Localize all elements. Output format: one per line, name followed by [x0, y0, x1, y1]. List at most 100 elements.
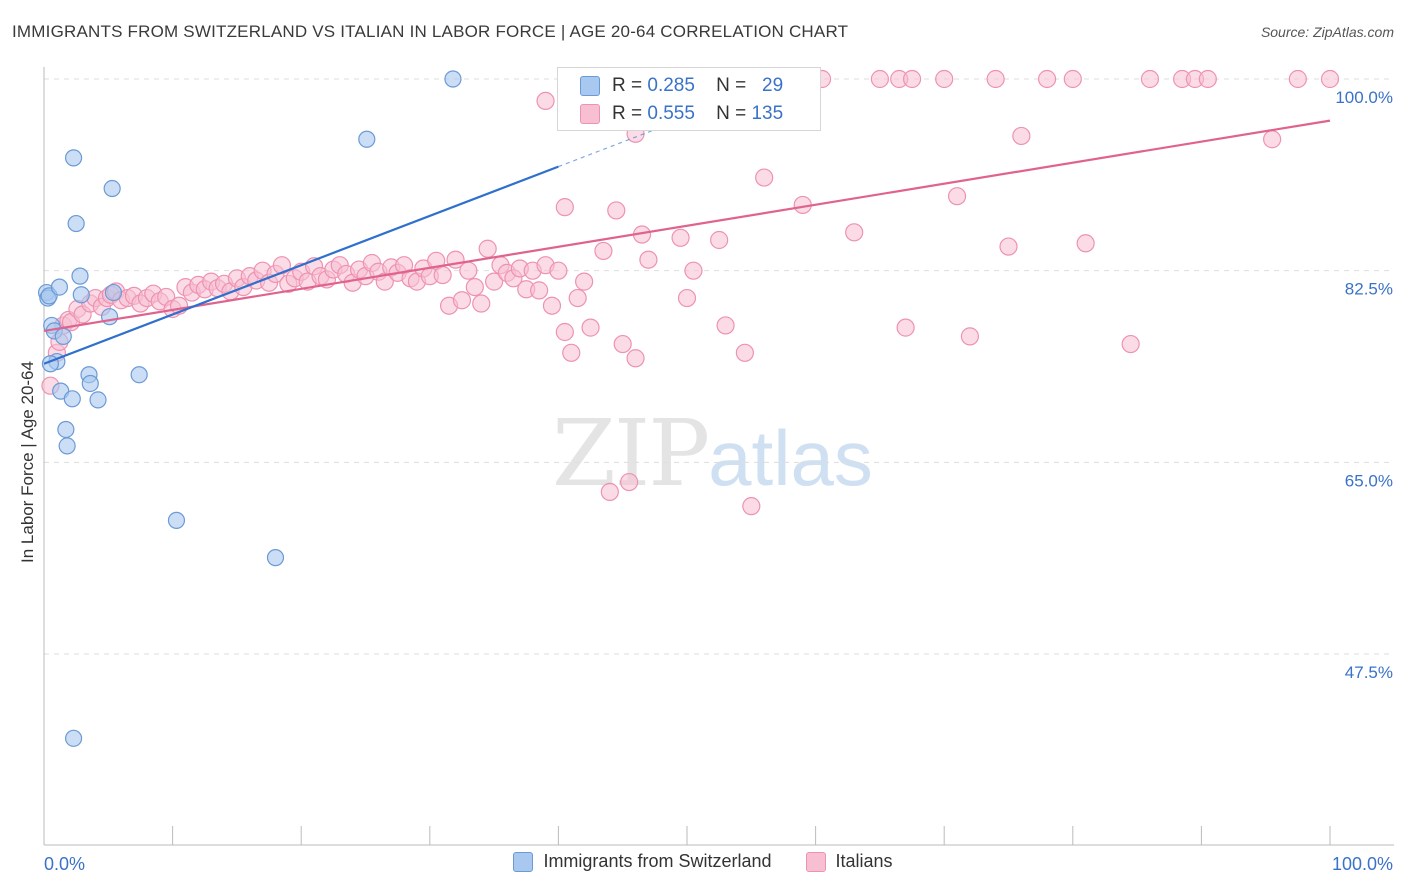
italian-point — [452, 291, 472, 310]
swiss-point — [358, 130, 376, 148]
legend-r-value: 0.555 — [647, 103, 695, 124]
swiss-point — [54, 327, 72, 345]
italian-point — [549, 261, 568, 280]
italian-point — [1263, 130, 1282, 149]
swiss-point — [71, 267, 89, 285]
italian-point — [684, 261, 703, 280]
italian-point — [607, 201, 626, 220]
swiss-point — [64, 149, 83, 167]
italian-point — [594, 241, 613, 261]
swiss-point — [130, 366, 148, 384]
legend-row-swiss: R = 0.285 N = 29 — [580, 73, 783, 99]
swiss-point — [63, 390, 81, 408]
italian-point — [735, 343, 754, 362]
legend-swatch-swiss — [580, 76, 600, 96]
italian-point — [478, 239, 497, 258]
italian-point — [716, 316, 735, 335]
italian-point — [1288, 69, 1307, 89]
legend-r-label: R = — [612, 75, 643, 96]
swiss-point — [67, 214, 85, 233]
watermark-atlas: atlas — [708, 414, 873, 502]
swiss-point — [104, 283, 123, 302]
italian-point — [620, 472, 639, 492]
y-tick-label: 82.5% — [1345, 280, 1393, 299]
italian-point — [536, 91, 555, 111]
series-legend: Immigrants from Switzerland Italians — [0, 851, 1406, 872]
legend-n-label: N = — [716, 103, 747, 124]
italian-trend-line — [43, 119, 1331, 332]
swiss-point — [103, 179, 121, 198]
x-tick-label: 100.0% — [1332, 854, 1393, 874]
italian-point — [626, 349, 645, 368]
source-label: Source: ZipAtlas.com — [1260, 24, 1394, 40]
italian-point — [960, 327, 980, 346]
italian-point — [755, 168, 774, 187]
swiss-point — [64, 729, 83, 747]
italian-point — [542, 296, 562, 315]
italian-point — [600, 482, 619, 502]
legend-row-italian: R = 0.555 N = 135 — [580, 101, 783, 127]
legend-r-value: 0.285 — [647, 75, 695, 96]
swiss-point — [72, 286, 90, 304]
italian-point — [613, 334, 632, 354]
italian-point — [710, 230, 729, 250]
italian-point — [562, 343, 581, 362]
italian-point — [1198, 69, 1217, 89]
swiss-point — [58, 437, 76, 455]
swiss-point — [266, 549, 285, 567]
italian-point — [1037, 69, 1057, 89]
legend-item-italian[interactable]: Italians — [805, 851, 893, 872]
legend-r-label: R = — [612, 103, 643, 124]
x-tick-label: 0.0% — [44, 854, 85, 874]
stats-legend: R = 0.285 N = 29 R = 0.555 N = 135 — [557, 67, 821, 131]
y-tick-label: 65.0% — [1345, 471, 1393, 490]
italian-point — [999, 237, 1018, 256]
italian-point — [555, 198, 574, 217]
legend-n-value: 135 — [751, 103, 784, 124]
italian-point — [1063, 69, 1082, 89]
italian-point — [870, 69, 890, 89]
italian-point — [555, 322, 574, 342]
italian-point — [639, 250, 658, 269]
italian-point — [986, 69, 1005, 89]
italian-point — [742, 497, 761, 516]
italian-point — [1140, 69, 1160, 89]
y-tick-label: 47.5% — [1345, 663, 1393, 682]
legend-swatch-italian — [580, 104, 600, 124]
italian-point — [671, 228, 690, 247]
italian-point — [1320, 69, 1340, 89]
legend-n-label: N = — [716, 75, 747, 96]
y-axis-label: In Labor Force | Age 20-64 — [18, 361, 37, 563]
italian-point — [459, 261, 478, 280]
swiss-point — [444, 70, 462, 88]
legend-n-value: 29 — [762, 75, 784, 96]
italian-point — [485, 272, 504, 291]
italian-point — [568, 288, 587, 308]
italian-point — [935, 69, 954, 89]
italian-point — [845, 223, 864, 242]
italian-point — [530, 281, 549, 300]
legend-swatch-italian — [805, 851, 826, 872]
italian-point — [433, 265, 452, 285]
swiss-point — [57, 420, 75, 439]
swiss-point — [81, 374, 99, 393]
legend-swatch-swiss — [513, 851, 534, 872]
swiss-point — [100, 308, 119, 326]
swiss-trend-line — [43, 165, 559, 365]
legend-label-italian: Italians — [835, 851, 893, 871]
chart-title: IMMIGRANTS FROM SWITZERLAND VS ITALIAN I… — [12, 22, 849, 41]
italian-point — [677, 288, 697, 308]
italian-point — [1121, 334, 1140, 354]
swiss-point — [167, 511, 186, 529]
italian-point — [575, 272, 594, 291]
legend-item-swiss[interactable]: Immigrants from Switzerland — [513, 851, 772, 872]
italian-point — [1076, 234, 1095, 253]
y-tick-label: 100.0% — [1335, 88, 1393, 107]
italian-point — [1012, 126, 1031, 146]
italian-point — [947, 187, 967, 206]
italian-point — [472, 294, 491, 313]
italian-point — [465, 277, 484, 297]
legend-label-swiss: Immigrants from Switzerland — [543, 851, 772, 871]
swiss-point — [89, 391, 107, 409]
